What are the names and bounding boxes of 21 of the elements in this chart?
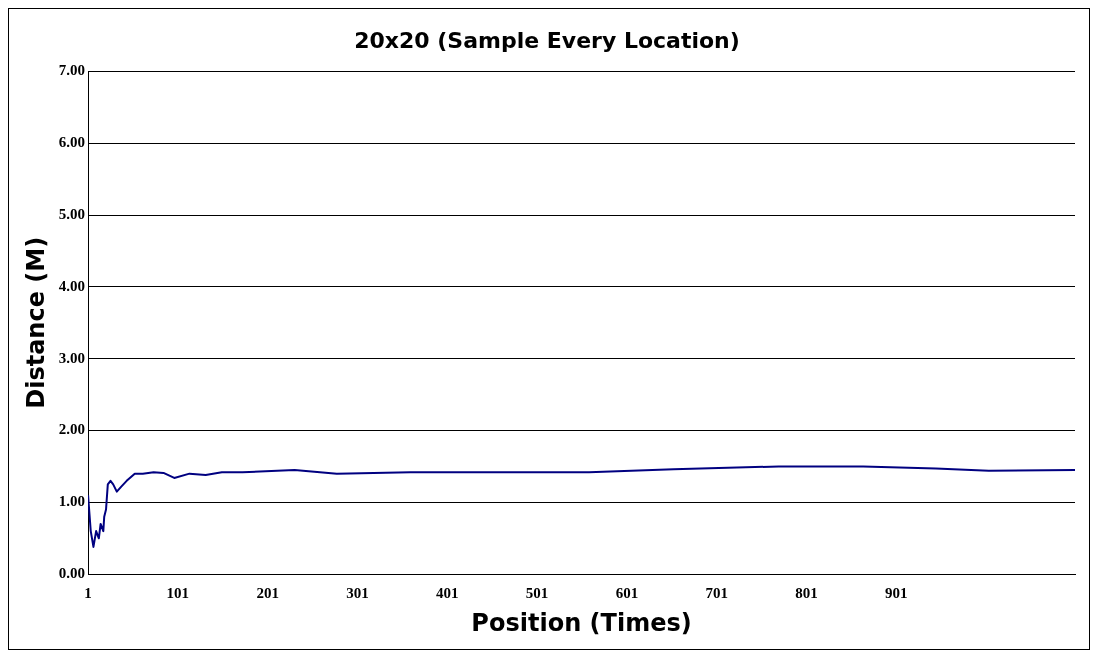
y-tick-label: 5.00 (58, 205, 86, 222)
y-tick-label: 7.00 (58, 62, 86, 79)
chart-title: 20x20 (Sample Every Location) (354, 27, 740, 53)
x-tick-label: 401 (436, 585, 459, 602)
x-tick-label: 201 (256, 585, 279, 602)
x-tick-label: 601 (615, 585, 639, 602)
y-tick-label: 6.00 (58, 134, 86, 151)
x-tick-label: 501 (525, 585, 549, 602)
x-tick-label: 701 (705, 585, 728, 602)
y-tick-label: 1.00 (58, 493, 86, 510)
x-tick-label: 301 (346, 585, 369, 602)
y-tick-label: 2.00 (58, 421, 86, 438)
x-axis-title: Position (Times) (471, 608, 692, 637)
y-axis-title: Distance (M) (21, 236, 50, 409)
x-tick-label: 1 (84, 585, 92, 602)
x-tick-label: 901 (885, 585, 908, 602)
x-tick-label: 101 (166, 585, 190, 602)
y-tick-label: 3.00 (58, 349, 86, 366)
x-tick-label: 801 (795, 585, 818, 602)
y-tick-label: 0.00 (58, 565, 86, 582)
y-tick-label: 4.00 (58, 277, 86, 294)
